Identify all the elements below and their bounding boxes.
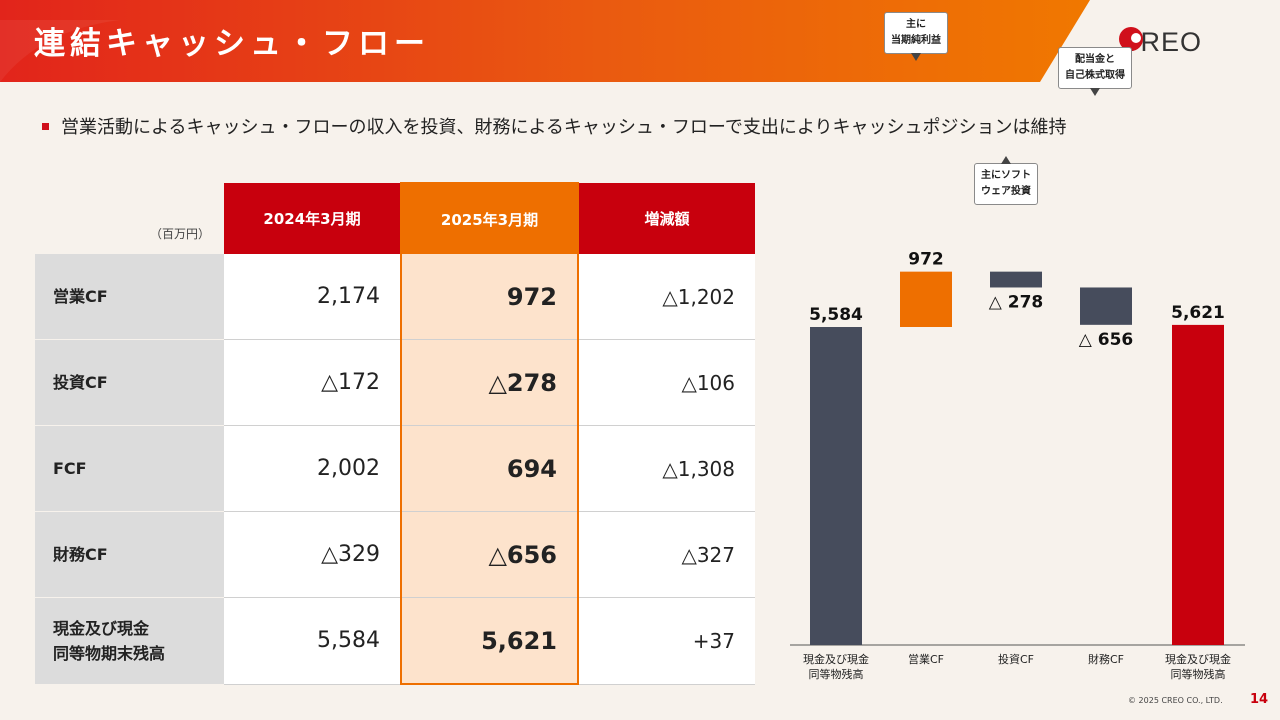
data-label-2: △ 278	[989, 292, 1043, 312]
header-banner: 連結キャッシュ・フロー CREO	[0, 0, 1280, 82]
column-header-fy2024: 2024年3月期	[224, 183, 401, 254]
cell-fy2025: 5,621	[400, 597, 579, 685]
cell-fy2024: 5,584	[224, 597, 401, 685]
unit-label: （百万円）	[149, 227, 210, 241]
category-label-0-0: 現金及び現金	[803, 652, 869, 666]
creo-logo: CREO	[1114, 24, 1202, 60]
category-label-2-0: 投資CF	[998, 652, 1034, 666]
category-label-4-0: 現金及び現金	[1165, 652, 1231, 666]
table-row: FCF 2,002 694 △1,308	[35, 425, 755, 512]
category-label-0-1: 同等物残高	[809, 667, 864, 681]
data-label-0: 5,584	[809, 305, 863, 325]
cell-diff: △327	[578, 511, 755, 598]
page-title: 連結キャッシュ・フロー	[34, 26, 430, 62]
page-number: 14	[1250, 692, 1269, 707]
table-row: 投資CF △172 △278 △106	[35, 339, 755, 426]
summary-text: 営業活動によるキャッシュ・フローの収入を投資、財務によるキャッシュ・フローで支出…	[61, 117, 1067, 138]
callout-2: 主にソフト ウェア投資	[974, 156, 1038, 205]
cell-fy2025: △278	[400, 339, 579, 426]
bar-3	[1080, 287, 1132, 325]
category-label-3-0: 財務CF	[1088, 652, 1124, 666]
category-label-4-1: 同等物残高	[1171, 667, 1226, 681]
callout-3: 配当金と 自己株式取得	[1058, 47, 1132, 96]
table-row: 営業CF 2,174 972 △1,202	[35, 254, 755, 340]
cell-fy2024: 2,002	[224, 425, 401, 512]
table-row: 現金及び現金 同等物期末残高 5,584 5,621 +37	[35, 597, 755, 685]
callout-tail-icon	[1001, 156, 1011, 164]
cell-fy2025: △656	[400, 511, 579, 598]
cell-diff: +37	[578, 597, 755, 685]
copyright: © 2025 CREO CO., LTD.	[1128, 696, 1223, 705]
row-label: 投資CF	[35, 339, 224, 426]
cell-fy2025: 694	[400, 425, 579, 512]
bullet-square-icon	[42, 122, 49, 130]
cell-diff: △106	[578, 339, 755, 426]
bar-2	[990, 271, 1042, 288]
data-label-4: 5,621	[1171, 303, 1225, 323]
bar-4	[1172, 324, 1224, 645]
category-label-1-0: 営業CF	[908, 652, 944, 666]
row-label: FCF	[35, 425, 224, 512]
header-background	[0, 0, 1090, 82]
cell-diff: △1,308	[578, 425, 755, 512]
column-header-diff: 増減額	[578, 183, 755, 254]
summary-bullet: 営業活動によるキャッシュ・フローの収入を投資、財務によるキャッシュ・フローで支出…	[42, 113, 1066, 139]
row-label: 財務CF	[35, 511, 224, 598]
table-row: 財務CF △329 △656 △327	[35, 511, 755, 598]
cell-fy2024: 2,174	[224, 254, 401, 340]
column-header-fy2025: 2025年3月期	[400, 182, 579, 254]
table-header-row: （百万円） 2024年3月期 2025年3月期 増減額	[35, 182, 755, 254]
cell-fy2024: △329	[224, 511, 401, 598]
row-label: 営業CF	[35, 254, 224, 340]
callout-1: 主に 当期純利益	[884, 12, 948, 61]
callout-tail-icon	[1090, 88, 1100, 96]
cell-fy2025: 972	[400, 254, 579, 340]
bar-1	[900, 271, 952, 327]
creo-logo-icon	[1119, 27, 1143, 58]
row-label: 現金及び現金 同等物期末残高	[35, 597, 224, 685]
cell-fy2024: △172	[224, 339, 401, 426]
data-label-3: △ 656	[1079, 330, 1133, 350]
data-label-1: 972	[908, 250, 944, 270]
bar-0	[810, 327, 862, 645]
callout-tail-icon	[911, 53, 921, 61]
cash-flow-table: （百万円） 2024年3月期 2025年3月期 増減額 営業CF 2,174 9…	[35, 182, 755, 685]
cell-diff: △1,202	[578, 254, 755, 340]
